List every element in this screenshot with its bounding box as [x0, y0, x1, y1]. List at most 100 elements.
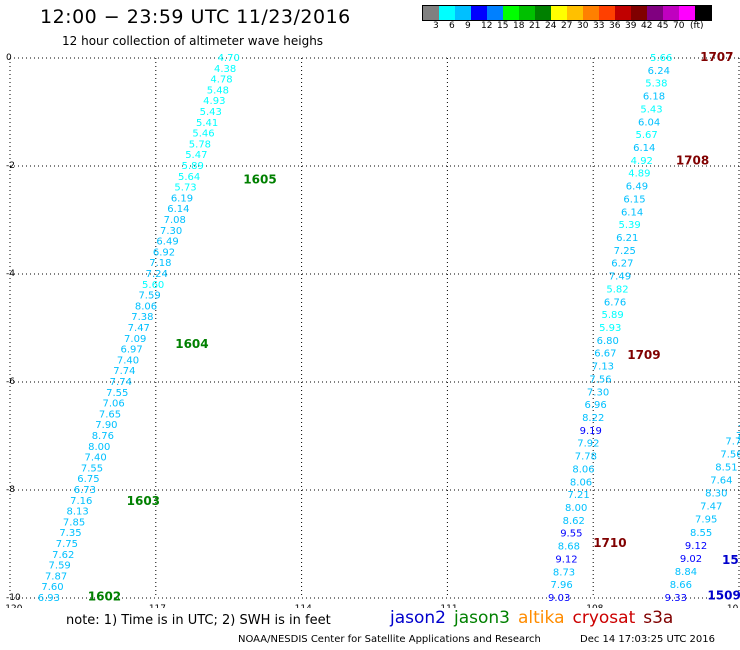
scale-label: 45 — [657, 21, 669, 31]
altimeter-map: 0-2-4-6-8-10-120-117-114-111-108-10 4.70… — [2, 50, 740, 608]
scale-label: 30 — [577, 21, 589, 31]
scale-label: 18 — [513, 21, 525, 31]
wave-height-value: 6.92 — [153, 247, 175, 258]
y-tick-label: -6 — [6, 377, 15, 387]
wave-height-value: 7.85 — [63, 517, 85, 528]
wave-height-value: 5.60 — [142, 280, 164, 291]
wave-height-value: 8.00 — [565, 503, 587, 514]
scale-swatch — [663, 6, 679, 20]
scale-label: 33 — [593, 21, 605, 31]
wave-height-value: 4.93 — [203, 96, 225, 107]
page-title: 12:00 − 23:59 UTC 11/23/2016 — [40, 6, 351, 28]
wave-height-value: 9.02 — [680, 554, 702, 565]
satellite-tracks: 4.704.384.785.484.935.435.415.465.785.47… — [38, 50, 740, 604]
wave-height-value: 8.62 — [563, 516, 585, 527]
map-grid — [9, 57, 740, 599]
scale-label: 9 — [465, 21, 471, 31]
wave-height-value: 6.27 — [611, 259, 633, 270]
wave-height-value: 7.13 — [592, 362, 614, 373]
wave-height-value: 7.95 — [695, 515, 717, 526]
wave-height-value: 7.92 — [577, 439, 599, 450]
wave-height-value: 5.89 — [602, 310, 624, 321]
wave-height-value: 9.12 — [685, 541, 707, 552]
wave-height-value: 6.80 — [597, 336, 619, 347]
scale-swatch — [423, 6, 439, 20]
wave-height-value: 5.47 — [185, 150, 207, 161]
wave-height-value: 6.67 — [594, 349, 616, 360]
legend-altika: altika — [518, 608, 565, 628]
wave-height-value: 5.93 — [599, 323, 621, 334]
wave-height-value: 5.46 — [192, 129, 214, 140]
wave-height-value: 8.76 — [92, 431, 114, 442]
y-tick-label: 0 — [6, 53, 12, 63]
wave-height-value: 5.73 — [174, 183, 196, 194]
wave-height-value: 8.66 — [670, 580, 692, 591]
pass-time-label: 1709 — [627, 348, 660, 362]
scale-swatch — [599, 6, 615, 20]
wave-height-value: 6.14 — [167, 204, 189, 215]
wave-height-value: 7.96 — [550, 580, 572, 591]
legend-jason2: jason2 — [390, 608, 446, 628]
pass-time-label: 1604 — [175, 337, 208, 351]
wave-height-value: 7.75 — [56, 539, 78, 550]
wave-height-value: 6.15 — [623, 194, 645, 205]
wave-height-value: 7 — [736, 431, 740, 442]
wave-height-value: 7.56 — [720, 449, 740, 460]
wave-height-value: 7.65 — [99, 409, 121, 420]
wave-height-value: 7.49 — [609, 272, 631, 283]
wave-height-value: 8.68 — [558, 542, 580, 553]
wave-height-value: 7.40 — [117, 355, 139, 366]
scale-swatch — [647, 6, 663, 20]
wave-height-value: 7.87 — [45, 571, 67, 582]
pass-time-label: 1710 — [593, 536, 626, 550]
scale-label: 15 — [497, 21, 509, 31]
wave-height-value: 6.76 — [604, 297, 626, 308]
note-text: note: 1) Time is in UTC; 2) SWH is in fe… — [66, 613, 331, 628]
wave-height-value: 6.75 — [77, 474, 99, 485]
wave-height-value: 7.47 — [700, 502, 722, 513]
pass-time-label: 1603 — [127, 494, 160, 508]
wave-height-value: 8.84 — [675, 567, 697, 578]
wave-height-value: 7.55 — [81, 463, 103, 474]
pass-time-label: 1707 — [700, 50, 733, 64]
wave-height-value: 9.55 — [560, 529, 582, 540]
wave-height-value: 7.55 — [106, 388, 128, 399]
wave-height-value: 7.35 — [59, 528, 81, 539]
wave-height-value: 8.30 — [705, 489, 727, 500]
wave-height-value: 7.74 — [113, 366, 135, 377]
pass-time-label: 1605 — [243, 173, 276, 187]
credit-text: NOAA/NESDIS Center for Satellite Applica… — [238, 634, 541, 645]
wave-height-value: 7 — [738, 424, 740, 435]
wave-height-value: 6.14 — [621, 207, 643, 218]
wave-height-value: 5.43 — [200, 107, 222, 118]
wave-height-value: 7.16 — [70, 496, 92, 507]
scale-swatch — [679, 6, 695, 20]
wave-height-value: 6.96 — [584, 400, 606, 411]
scale-swatch — [615, 6, 631, 20]
wave-height-value: 6.04 — [638, 117, 660, 128]
wave-height-value: 7.40 — [85, 453, 107, 464]
wave-height-value: 8.13 — [67, 507, 89, 518]
wave-height-value: 5.67 — [636, 130, 658, 141]
scale-label: 3 — [433, 21, 439, 31]
scale-label: 6 — [449, 21, 455, 31]
wave-height-value: 8.55 — [690, 528, 712, 539]
wave-height-value: 5.48 — [207, 85, 229, 96]
page-subtitle: 12 hour collection of altimeter wave hei… — [62, 34, 324, 48]
wave-height-value: 6.73 — [74, 485, 96, 496]
pass-time-label: 1509 — [707, 588, 740, 602]
wave-height-value: 7.59 — [138, 291, 160, 302]
wave-height-value: 8.06 — [135, 301, 157, 312]
wave-height-value: 6.24 — [648, 66, 670, 77]
wave-height-value: 5.41 — [196, 118, 218, 129]
wave-height-value: 6.18 — [643, 92, 665, 103]
scale-swatch — [567, 6, 583, 20]
wave-height-value: 7.47 — [128, 323, 150, 334]
wave-height-value: 9.03 — [548, 593, 570, 604]
wave-height-value: 9.19 — [580, 426, 602, 437]
scale-label: 39 — [625, 21, 637, 31]
pass-time-label: 151 — [722, 553, 740, 567]
scale-swatch — [551, 6, 567, 20]
wave-height-value: 7.18 — [149, 258, 171, 269]
wave-height-value: 7.72 — [725, 436, 740, 447]
